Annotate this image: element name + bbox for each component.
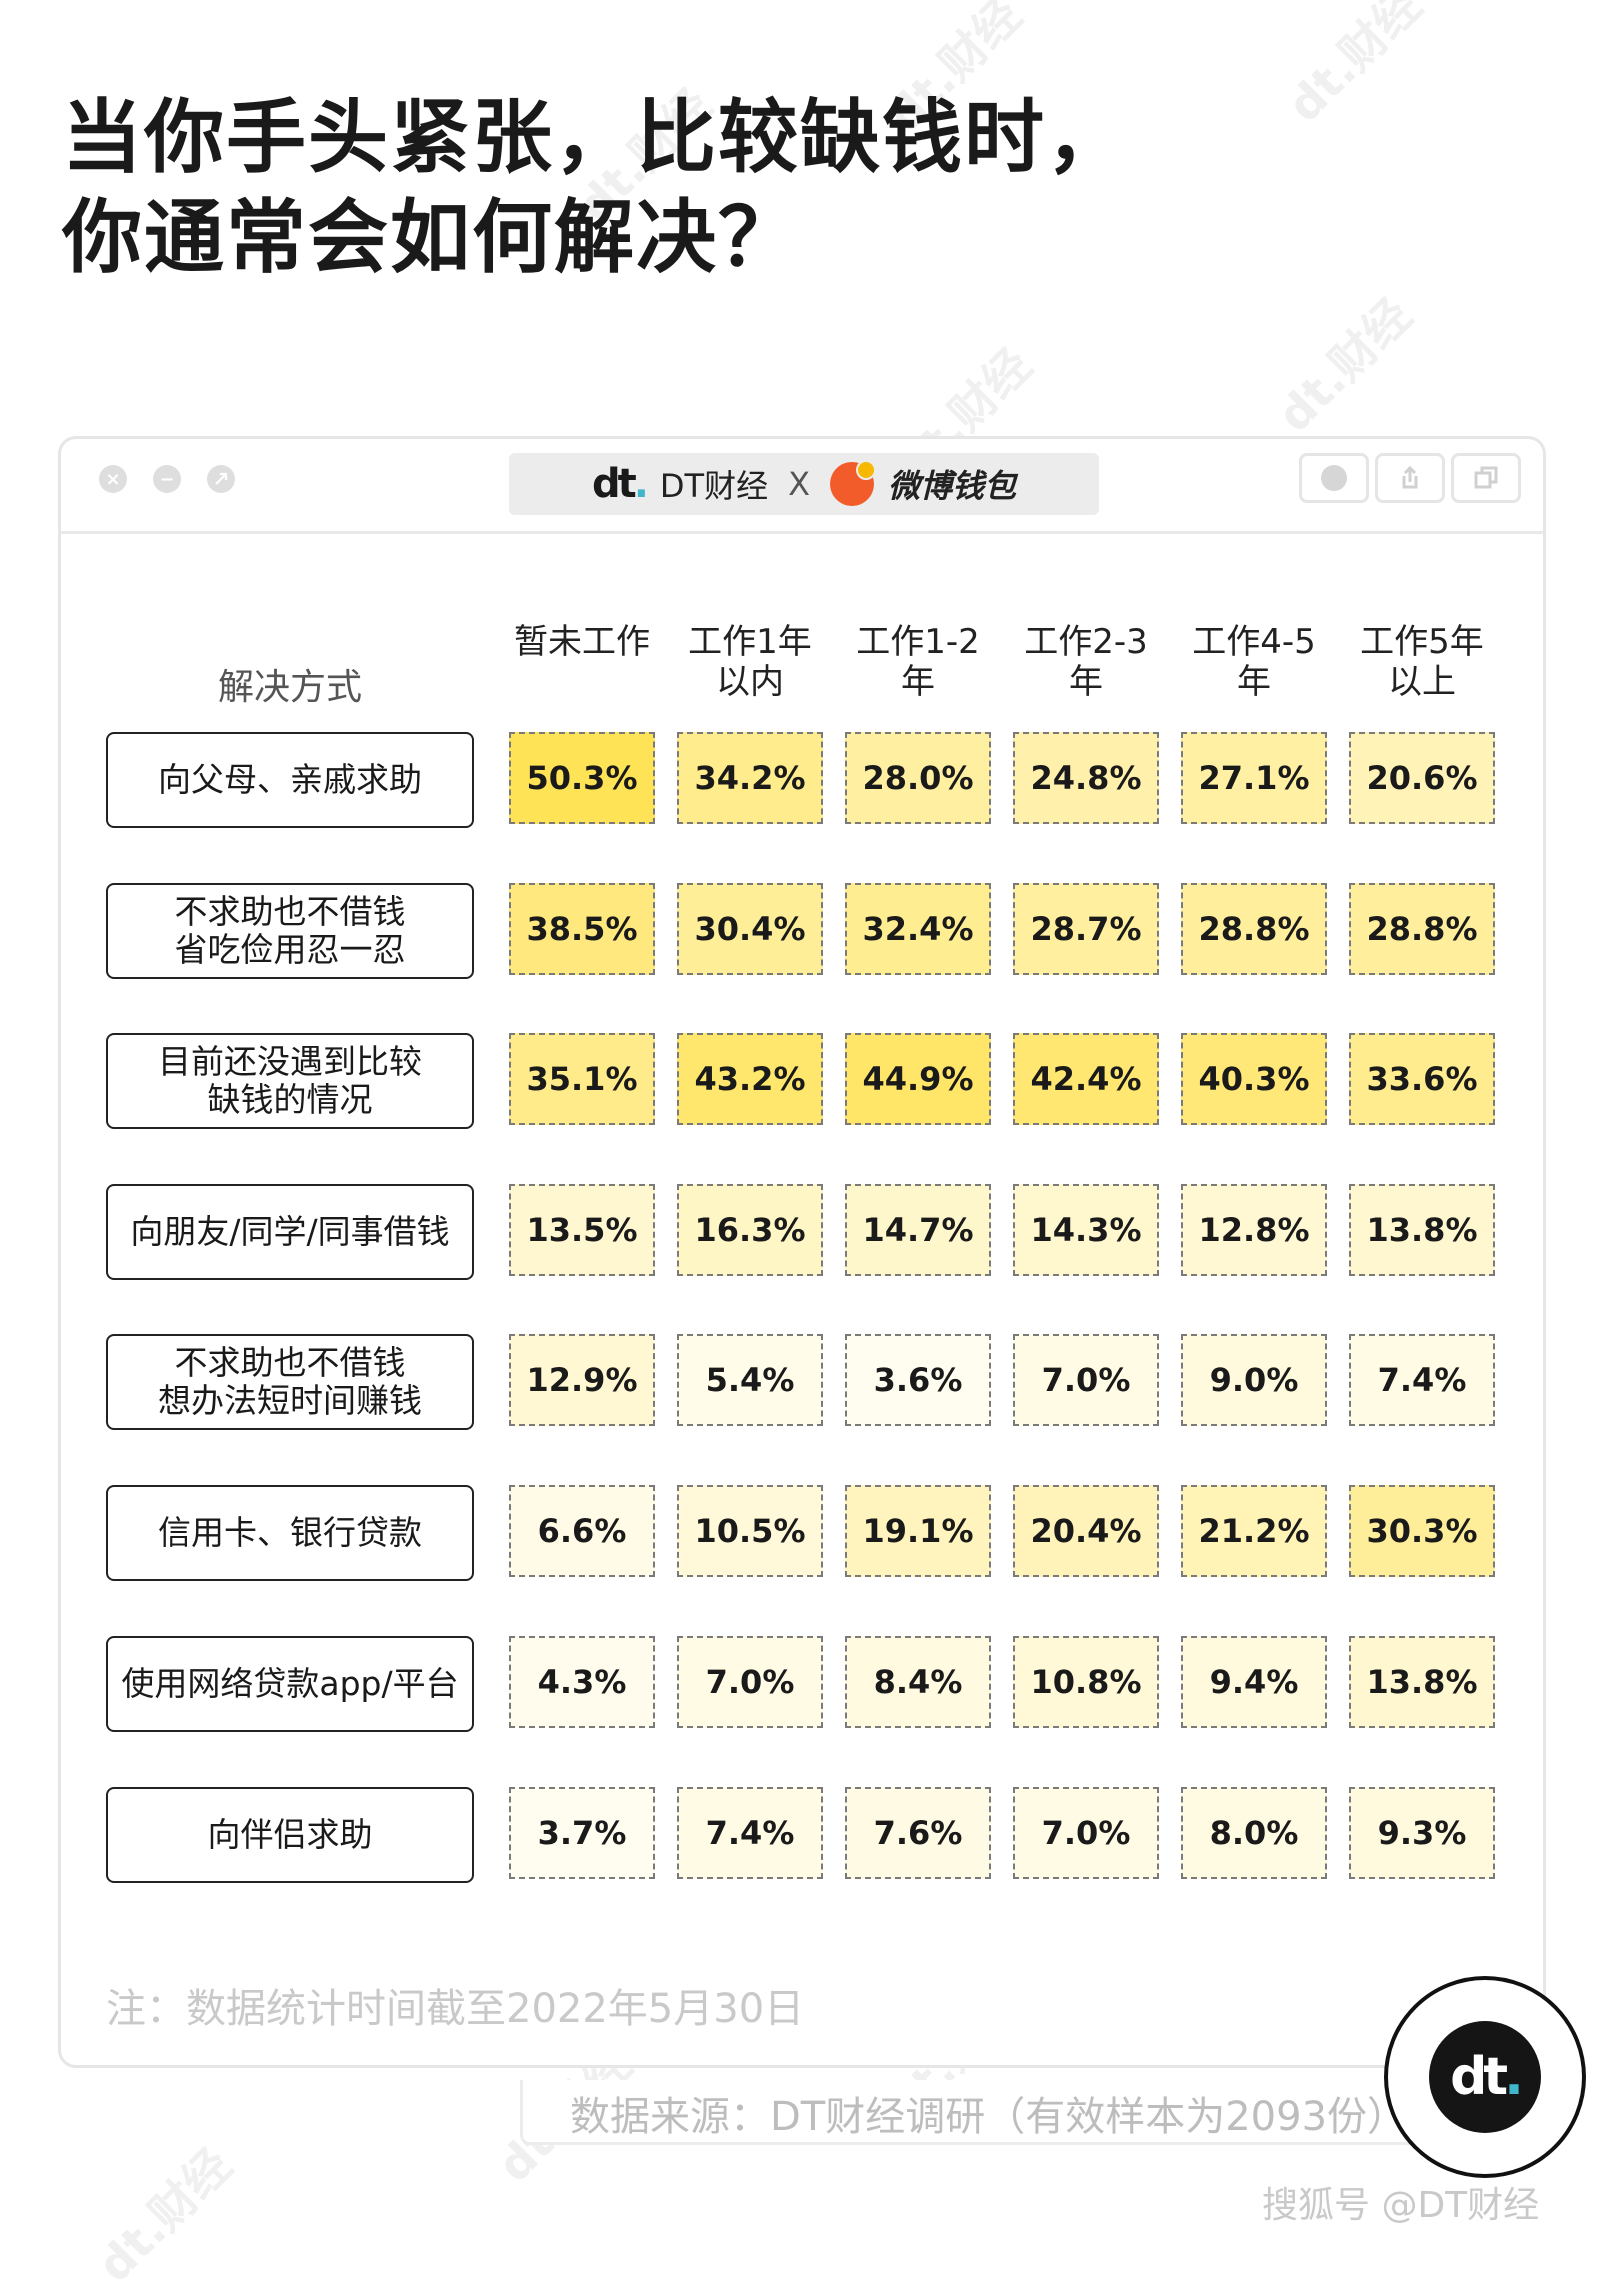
heatmap-cell: 28.8% bbox=[1349, 883, 1495, 975]
watermark-text: dt.财经 bbox=[1277, 0, 1432, 133]
title-line-1: 当你手头紧张，比较缺钱时， bbox=[62, 91, 1128, 184]
heatmap-cell: 32.4% bbox=[845, 883, 991, 975]
row-header-title: 解决方式 bbox=[217, 667, 362, 708]
share-button[interactable] bbox=[1375, 453, 1445, 503]
platform-credit: 搜狐号 @DT财经 bbox=[1262, 2185, 1540, 2226]
heatmap-cell: 35.1% bbox=[509, 1033, 655, 1125]
heatmap-cell: 8.4% bbox=[845, 1636, 991, 1728]
heatmap-cell: 30.3% bbox=[1349, 1485, 1495, 1577]
heatmap-cell: 20.6% bbox=[1349, 732, 1495, 824]
heatmap-cell: 16.3% bbox=[677, 1184, 823, 1276]
heatmap-cell: 38.5% bbox=[509, 883, 655, 975]
heatmap-cell: 13.5% bbox=[509, 1184, 655, 1276]
heatmap-cell: 7.0% bbox=[1013, 1787, 1159, 1879]
heatmap-cell: 6.6% bbox=[509, 1485, 655, 1577]
heatmap-cell: 34.2% bbox=[677, 732, 823, 824]
heatmap-cell: 50.3% bbox=[509, 732, 655, 824]
heatmap-cell: 7.4% bbox=[677, 1787, 823, 1879]
heatmap-cell: 8.0% bbox=[1181, 1787, 1327, 1879]
heatmap-cell: 28.8% bbox=[1181, 883, 1327, 975]
watermark-text: dt.财经 bbox=[87, 2137, 242, 2293]
column-header: 工作4-5年 bbox=[1192, 622, 1316, 702]
heatmap-cell: 40.3% bbox=[1181, 1033, 1327, 1125]
row-label: 使用网络贷款app/平台 bbox=[106, 1636, 474, 1732]
record-icon bbox=[1321, 465, 1347, 491]
row-label: 向父母、亲戚求助 bbox=[106, 732, 474, 828]
heatmap-cell: 24.8% bbox=[1013, 732, 1159, 824]
row-label: 不求助也不借钱 省吃俭用忍一忍 bbox=[106, 883, 474, 979]
brand-pill: dt. DT财经 X 微博钱包 bbox=[509, 453, 1099, 515]
heatmap-cell: 10.8% bbox=[1013, 1636, 1159, 1728]
heatmap-cell: 30.4% bbox=[677, 883, 823, 975]
column-header: 工作5年 以上 bbox=[1360, 622, 1484, 702]
source-banner bbox=[520, 2080, 1426, 2145]
row-label: 向朋友/同学/同事借钱 bbox=[106, 1184, 474, 1280]
page-title: 当你手头紧张，比较缺钱时， 你通常会如何解决？ bbox=[62, 88, 1128, 288]
heatmap-cell: 19.1% bbox=[845, 1485, 991, 1577]
heatmap-cell: 28.7% bbox=[1013, 883, 1159, 975]
column-header: 暂未工作 bbox=[514, 622, 650, 662]
heatmap-cell: 14.3% bbox=[1013, 1184, 1159, 1276]
heatmap-cell: 13.8% bbox=[1349, 1636, 1495, 1728]
row-label: 不求助也不借钱 想办法短时间赚钱 bbox=[106, 1334, 474, 1430]
footnote: 注：数据统计时间截至2022年5月30日 bbox=[106, 1986, 805, 2032]
column-header: 工作2-3年 bbox=[1024, 622, 1148, 702]
heatmap-cell: 12.9% bbox=[509, 1334, 655, 1426]
heatmap-cell: 9.0% bbox=[1181, 1334, 1327, 1426]
data-source: 数据来源：DT财经调研（有效样本为2093份） bbox=[570, 2094, 1408, 2140]
heatmap-cell: 28.0% bbox=[845, 732, 991, 824]
record-button[interactable] bbox=[1299, 453, 1369, 503]
heatmap-cell: 9.4% bbox=[1181, 1636, 1327, 1728]
watermark-text: dt.财经 bbox=[1267, 287, 1422, 443]
heatmap-cell: 21.2% bbox=[1181, 1485, 1327, 1577]
column-header: 工作1年 以内 bbox=[688, 622, 812, 702]
heatmap-cell: 5.4% bbox=[677, 1334, 823, 1426]
brand-dt-label: DT财经 bbox=[659, 467, 769, 505]
heatmap-cell: 4.3% bbox=[509, 1636, 655, 1728]
dt-badge-logo: dt. bbox=[1384, 1976, 1586, 2178]
window-titlebar: × − dt. DT财经 X 微博钱包 bbox=[61, 439, 1543, 534]
heatmap-cell: 9.3% bbox=[1349, 1787, 1495, 1879]
heatmap-cell: 3.6% bbox=[845, 1334, 991, 1426]
brand-weibo-label: 微博钱包 bbox=[888, 467, 1017, 505]
heatmap-cell: 33.6% bbox=[1349, 1033, 1495, 1125]
minimize-window-icon[interactable]: − bbox=[153, 465, 181, 493]
heatmap-cell: 10.5% bbox=[677, 1485, 823, 1577]
share-icon bbox=[1402, 465, 1418, 489]
maximize-window-icon[interactable] bbox=[207, 465, 235, 493]
heatmap-cell: 27.1% bbox=[1181, 732, 1327, 824]
heatmap-cell: 7.0% bbox=[1013, 1334, 1159, 1426]
heatmap-cell: 3.7% bbox=[509, 1787, 655, 1879]
dt-logo-icon: dt. bbox=[591, 461, 649, 507]
copy-button[interactable] bbox=[1451, 453, 1521, 503]
copy-icon bbox=[1474, 466, 1498, 489]
row-label: 目前还没遇到比较 缺钱的情况 bbox=[106, 1033, 474, 1129]
row-label: 向伴侣求助 bbox=[106, 1787, 474, 1883]
heatmap-cell: 7.6% bbox=[845, 1787, 991, 1879]
weibo-logo-icon bbox=[830, 460, 877, 506]
row-label: 信用卡、银行贷款 bbox=[106, 1485, 474, 1581]
heatmap-cell: 7.4% bbox=[1349, 1334, 1495, 1426]
heatmap-cell: 42.4% bbox=[1013, 1033, 1159, 1125]
heatmap-cell: 7.0% bbox=[677, 1636, 823, 1728]
close-window-icon[interactable]: × bbox=[99, 465, 127, 493]
heatmap-cell: 14.7% bbox=[845, 1184, 991, 1276]
heatmap-cell: 20.4% bbox=[1013, 1485, 1159, 1577]
heatmap-cell: 44.9% bbox=[845, 1033, 991, 1125]
heatmap-cell: 13.8% bbox=[1349, 1184, 1495, 1276]
heatmap-cell: 12.8% bbox=[1181, 1184, 1327, 1276]
column-header: 工作1-2年 bbox=[856, 622, 980, 702]
title-line-2: 你通常会如何解决？ bbox=[62, 191, 800, 284]
dt-badge-icon: dt. bbox=[1429, 2021, 1541, 2133]
brand-x-label: X bbox=[788, 465, 811, 503]
heatmap-cell: 43.2% bbox=[677, 1033, 823, 1125]
